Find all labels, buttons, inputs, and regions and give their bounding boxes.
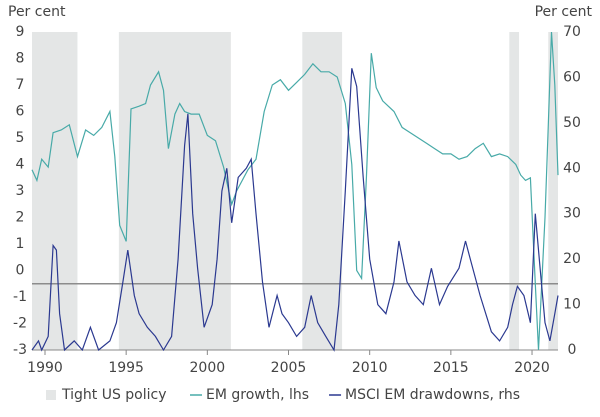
legend-label: EM growth, lhs <box>206 387 309 403</box>
y2-tick-label: 60 <box>563 69 581 85</box>
x-tick-label: 2020 <box>514 360 550 376</box>
y-tick-label: 8 <box>16 51 25 67</box>
y-tick-label: -3 <box>13 342 27 358</box>
legend-label: Tight US policy <box>61 387 167 403</box>
x-tick-label: 1990 <box>27 360 63 376</box>
series-line <box>31 31 559 351</box>
y2-tick-label: 10 <box>563 297 581 313</box>
shaded-period <box>548 32 558 350</box>
legend-label: MSCI EM drawdowns, rhs <box>345 387 520 403</box>
y-tick-label: 0 <box>16 263 25 279</box>
y2-tick-label: 70 <box>563 24 581 40</box>
y2-tick-label: 40 <box>563 160 581 176</box>
y-tick-label: 3 <box>16 183 25 199</box>
y-tick-label: 7 <box>16 77 25 93</box>
x-tick-label: 2005 <box>271 360 307 376</box>
x-tick-label: 2010 <box>352 360 388 376</box>
shaded-period <box>509 32 520 350</box>
y-tick-label: -2 <box>13 316 27 332</box>
y-tick-label: 1 <box>16 236 25 252</box>
x-tick-label: 2015 <box>433 360 469 376</box>
y2-tick-label: 0 <box>568 342 577 358</box>
x-tick-label: 2000 <box>190 360 226 376</box>
shaded-period <box>32 32 78 350</box>
y-tick-label: 9 <box>16 24 25 40</box>
y-tick-label: 5 <box>16 130 25 146</box>
y-axis-label: Per cent <box>8 4 66 20</box>
y2-tick-label: 20 <box>563 251 581 267</box>
y-tick-label: 2 <box>16 210 25 226</box>
y2-axis-label: Per cent <box>535 4 593 20</box>
y-tick-label: -1 <box>13 289 27 305</box>
x-tick-label: 1995 <box>108 360 144 376</box>
legend-swatch <box>46 390 56 400</box>
series-line <box>31 68 559 352</box>
y-tick-label: 6 <box>16 104 25 120</box>
y2-tick-label: 50 <box>563 115 581 131</box>
y-tick-label: 4 <box>16 157 25 173</box>
shaded-period <box>302 32 343 350</box>
y2-tick-label: 30 <box>563 206 581 222</box>
